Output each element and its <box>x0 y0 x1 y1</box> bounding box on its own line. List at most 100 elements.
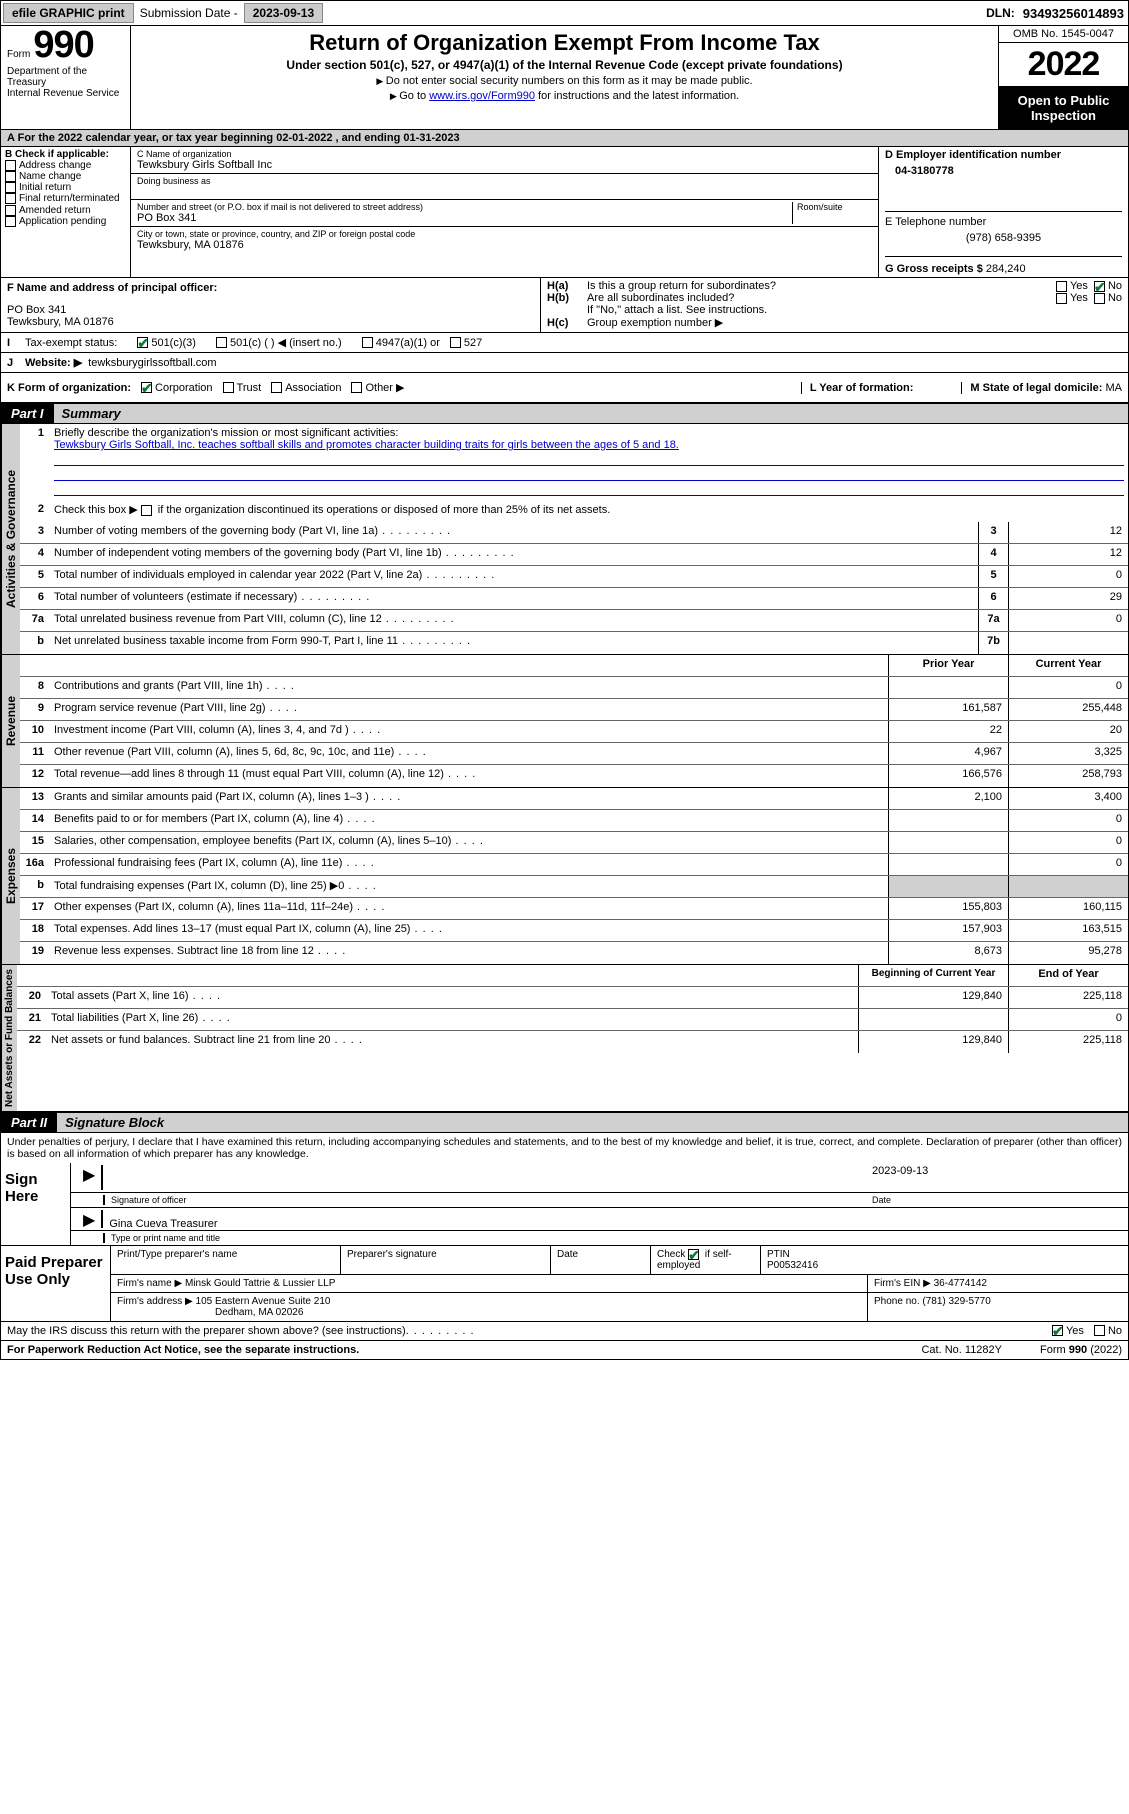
row-22: 22Net assets or fund balances. Subtract … <box>17 1031 1128 1053</box>
chk-corp[interactable] <box>141 382 152 393</box>
ha-yes-label: Yes <box>1070 280 1088 292</box>
topbar: efile GRAPHIC print Submission Date - 20… <box>0 0 1129 26</box>
row-21: 21Total liabilities (Part X, line 26)0 <box>17 1009 1128 1031</box>
firm-ein-label: Firm's EIN ▶ <box>874 1278 931 1289</box>
org-city: Tewksbury, MA 01876 <box>137 239 872 251</box>
c-dba-label: Doing business as <box>137 176 872 186</box>
chk-final-return[interactable] <box>5 193 16 204</box>
ein-value: 04-3180778 <box>885 161 1122 181</box>
officer-addr1: PO Box 341 <box>7 304 534 316</box>
hb-no[interactable] <box>1094 293 1105 304</box>
chk-501c[interactable] <box>216 337 227 348</box>
ha-no[interactable] <box>1094 281 1105 292</box>
hb-note: If "No," attach a list. See instructions… <box>547 304 1122 316</box>
form-label: Form <box>7 49 30 60</box>
org-name: Tewksbury Girls Softball Inc <box>137 159 872 171</box>
ptin-value: P00532416 <box>767 1260 1122 1271</box>
chk-amended-return[interactable] <box>5 205 16 216</box>
gov-side-label: Activities & Governance <box>1 424 20 654</box>
rev-section: Revenue Prior Year Current Year 8Contrib… <box>0 655 1129 788</box>
chk-self-employed[interactable] <box>688 1249 699 1260</box>
col-curr-hdr: Current Year <box>1008 655 1128 676</box>
col-b-checkboxes: B Check if applicable: Address change Na… <box>1 147 131 277</box>
dln-value: 93493256014893 <box>1019 6 1128 21</box>
ha-yes[interactable] <box>1056 281 1067 292</box>
footer-row: For Paperwork Reduction Act Notice, see … <box>0 1341 1129 1360</box>
paid-preparer-section: Paid Preparer Use Only Print/Type prepar… <box>0 1246 1129 1322</box>
chk-discuss-yes[interactable] <box>1052 1325 1063 1336</box>
officer-group-block: F Name and address of principal officer:… <box>0 278 1129 333</box>
hb-yes[interactable] <box>1056 293 1067 304</box>
gross-receipts-value: 284,240 <box>986 263 1026 275</box>
dots <box>406 1325 475 1337</box>
m-label: M State of legal domicile: <box>970 382 1105 394</box>
efile-print-button[interactable]: efile GRAPHIC print <box>3 3 134 23</box>
tax-year: 2022 <box>999 43 1128 87</box>
opt-trust: Trust <box>237 382 262 394</box>
part1-header: Part I Summary <box>0 403 1129 424</box>
row-12: 12Total revenue—add lines 8 through 11 (… <box>20 765 1128 787</box>
chk-trust[interactable] <box>223 382 234 393</box>
form-number: 990 <box>33 24 93 66</box>
irs-discuss-row: May the IRS discuss this return with the… <box>0 1322 1129 1341</box>
dln-label: DLN: <box>982 6 1019 20</box>
part1-tag: Part I <box>1 404 54 423</box>
chk-other[interactable] <box>351 382 362 393</box>
goto-pre: Go to <box>399 90 429 102</box>
officer-addr2: Tewksbury, MA 01876 <box>7 316 534 328</box>
ein-label: D Employer identification number <box>885 149 1122 161</box>
part2-header: Part II Signature Block <box>0 1112 1129 1133</box>
row-14: 14Benefits paid to or for members (Part … <box>20 810 1128 832</box>
sign-here-label: Sign Here <box>1 1163 71 1245</box>
chk-527[interactable] <box>450 337 461 348</box>
hb-no-label: No <box>1108 292 1122 304</box>
sig-arrow-icon-2: ▶ <box>77 1210 101 1228</box>
goto-post: for instructions and the latest informat… <box>535 90 739 102</box>
firm-name-label: Firm's name ▶ <box>117 1278 182 1289</box>
chk-application-pending[interactable] <box>5 216 16 227</box>
m-value: MA <box>1106 382 1123 394</box>
mission-text[interactable]: Tewksbury Girls Softball, Inc. teaches s… <box>54 439 679 451</box>
firm-ein: 36-4774142 <box>934 1278 987 1289</box>
bal-side-label: Net Assets or Fund Balances <box>1 965 17 1111</box>
j-label: Website: ▶ <box>25 356 82 369</box>
exp-section: Expenses 13Grants and similar amounts pa… <box>0 788 1129 965</box>
gross-receipts-label: G Gross receipts $ <box>885 263 986 275</box>
chk-address-change[interactable] <box>5 160 16 171</box>
form-title: Return of Organization Exempt From Incom… <box>135 30 994 56</box>
opt-501c: 501(c) ( ) ◀ (insert no.) <box>230 336 342 349</box>
row-8: 8Contributions and grants (Part VIII, li… <box>20 677 1128 699</box>
row-13: 13Grants and similar amounts paid (Part … <box>20 788 1128 810</box>
chk-discuss-no[interactable] <box>1094 1325 1105 1336</box>
chk-4947[interactable] <box>362 337 373 348</box>
c-city-label: City or town, state or province, country… <box>137 229 872 239</box>
entity-block: B Check if applicable: Address change Na… <box>0 147 1129 278</box>
col-end-hdr: End of Year <box>1008 965 1128 986</box>
gov-section: Activities & Governance 1 Briefly descri… <box>0 424 1129 655</box>
dept-treasury: Department of the Treasury Internal Reve… <box>1 64 131 129</box>
exp-side-label: Expenses <box>1 788 20 964</box>
website-value: tewksburygirlssoftball.com <box>88 357 216 369</box>
public-inspection: Open to Public Inspection <box>999 87 1128 129</box>
tax-exempt-row: I Tax-exempt status: 501(c)(3) 501(c) ( … <box>0 333 1129 353</box>
opt-corp: Corporation <box>155 382 212 394</box>
chk-discontinued[interactable] <box>141 505 152 516</box>
submission-date: 2023-09-13 <box>244 3 323 23</box>
row-11: 11Other revenue (Part VIII, column (A), … <box>20 743 1128 765</box>
gov-row-4: 4Number of independent voting members of… <box>20 544 1128 566</box>
chk-name-change[interactable] <box>5 171 16 182</box>
chk-assoc[interactable] <box>271 382 282 393</box>
part2-tag: Part II <box>1 1113 57 1132</box>
chk-initial-return[interactable] <box>5 182 16 193</box>
opt-other: Other ▶ <box>365 381 404 394</box>
lbl-final-return: Final return/terminated <box>19 194 120 205</box>
website-row: J Website: ▶ tewksburygirlssoftball.com <box>0 353 1129 373</box>
mission-label: Briefly describe the organization's miss… <box>54 427 398 439</box>
form-subtitle: Under section 501(c), 527, or 4947(a)(1)… <box>135 58 994 72</box>
chk-501c3[interactable] <box>137 337 148 348</box>
gov-row-7a: 7aTotal unrelated business revenue from … <box>20 610 1128 632</box>
col-beg-hdr: Beginning of Current Year <box>858 965 1008 986</box>
part1-title: Summary <box>54 404 1128 423</box>
mission-blank2 <box>54 467 1124 481</box>
irs-link[interactable]: www.irs.gov/Form990 <box>429 90 535 102</box>
